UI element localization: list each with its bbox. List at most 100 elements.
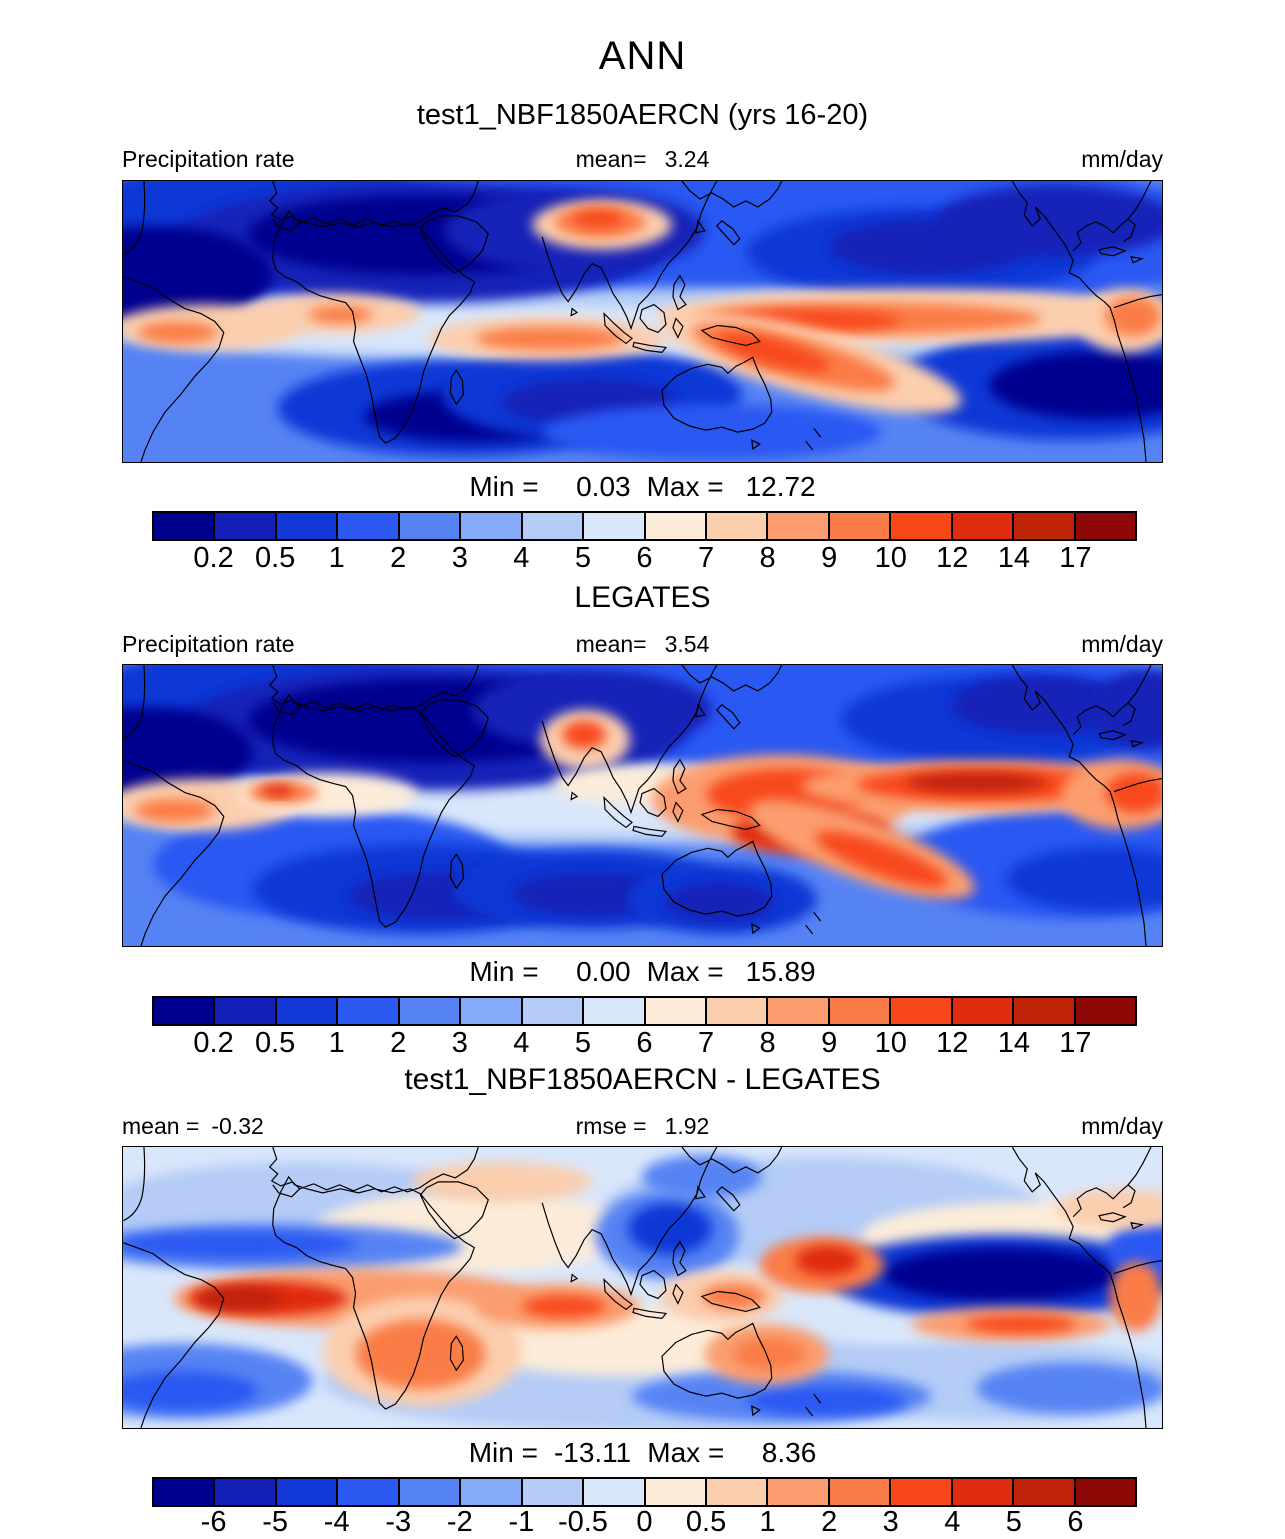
colorbar-tick: 3 xyxy=(451,1027,468,1059)
colorbar-tick: 10 xyxy=(874,542,907,574)
colorbar-cell xyxy=(397,513,460,539)
precipitation-map-difference xyxy=(123,1147,1162,1428)
colorbar-tick: 3 xyxy=(451,542,468,574)
colorbar-cell xyxy=(336,1479,398,1505)
colorbar-tick: -6 xyxy=(200,1506,227,1538)
colorbar-cell xyxy=(950,513,1013,539)
panel-3-max-value: 8.36 xyxy=(761,1437,817,1468)
colorbar-cell xyxy=(704,998,767,1024)
colorbar-cell xyxy=(766,513,828,539)
panel-2-min-value: 0.00 xyxy=(576,956,631,987)
colorbar-cell xyxy=(397,1479,460,1505)
panel-3-min-label: Min = xyxy=(468,1437,538,1468)
colorbar-tick: 2 xyxy=(390,542,407,574)
colorbar-tick: 2 xyxy=(390,1027,407,1059)
panel-2-header: Precipitation rate mean= 3.54 mm/day xyxy=(122,628,1163,658)
panel-3-mean-value: -0.32 xyxy=(211,1113,264,1139)
colorbar-cell xyxy=(213,513,275,539)
panel-2-minmax: Min = 0.00 Max = 15.89 xyxy=(122,956,1163,988)
colorbar-tick: -3 xyxy=(385,1506,412,1538)
panel-1-max-value: 12.72 xyxy=(745,471,816,502)
coastlines xyxy=(123,665,1162,946)
precipitation-map-model xyxy=(123,181,1162,462)
panel-3-map-frame xyxy=(122,1146,1163,1429)
colorbar-cell xyxy=(336,998,398,1024)
panel-2-mean-label: mean= xyxy=(575,631,647,657)
colorbar-tick: 1 xyxy=(759,1506,776,1538)
colorbar-cell xyxy=(1073,998,1135,1024)
colorbar-tick: 4 xyxy=(944,1506,961,1538)
colorbar-cell xyxy=(582,513,644,539)
colorbar-tick: 0.5 xyxy=(685,1506,727,1538)
colorbar-cell xyxy=(274,513,337,539)
colorbar-tick: -5 xyxy=(262,1506,289,1538)
colorbar-cell xyxy=(213,998,275,1024)
colorbar-tick: 14 xyxy=(997,1027,1031,1059)
panel-1-mean-label: mean= xyxy=(575,146,647,172)
colorbar-tick: 12 xyxy=(936,542,969,574)
colorbar-tick: 17 xyxy=(1059,1027,1092,1059)
colorbar-cell xyxy=(520,998,583,1024)
colorbar-cell xyxy=(704,513,767,539)
colorbar-cell xyxy=(397,998,460,1024)
panel-1-field-label: Precipitation rate xyxy=(122,146,295,172)
colorbar-cell xyxy=(1012,1479,1074,1505)
panel-3-header: mean = -0.32 rmse = 1.92 mm/day xyxy=(122,1110,1163,1140)
colorbar-cell xyxy=(154,998,214,1024)
precipitation-map-obs xyxy=(123,665,1162,946)
colorbar-tick: 0 xyxy=(636,1506,653,1538)
colorbar-cell xyxy=(889,513,951,539)
colorbar-tick: 7 xyxy=(697,1027,715,1059)
panel-1-map-frame xyxy=(122,180,1163,463)
colorbar-tick: 4 xyxy=(513,542,530,574)
colorbar-tick: 9 xyxy=(821,1027,838,1059)
colorbar-tick: 5 xyxy=(574,1027,592,1059)
colorbar-cell xyxy=(459,513,521,539)
panel-1-max-label: Max = xyxy=(646,471,724,502)
colorbar-cell xyxy=(213,1479,275,1505)
colorbar-cell xyxy=(643,998,705,1024)
colorbar-tick: 10 xyxy=(874,1027,907,1059)
colorbar-tick: 0.5 xyxy=(254,542,296,574)
colorbar-cell xyxy=(274,1479,337,1505)
colorbar-cell xyxy=(889,1479,951,1505)
colorbar-cell xyxy=(520,513,583,539)
colorbar-cell xyxy=(582,1479,644,1505)
colorbar-cell xyxy=(704,1479,767,1505)
colorbar-cell xyxy=(274,998,337,1024)
colorbar-cell xyxy=(520,1479,583,1505)
colorbar-tick: 0.5 xyxy=(254,1027,296,1059)
colorbar-tick: 4 xyxy=(513,1027,530,1059)
colorbar-tick: 3 xyxy=(882,1506,899,1538)
colorbar-tick: 1 xyxy=(328,1027,345,1059)
colorbar-cell xyxy=(950,998,1013,1024)
colorbar-cell xyxy=(1012,513,1074,539)
panel-1-colorbar xyxy=(152,511,1137,541)
panel-3-colorbar xyxy=(152,1477,1137,1507)
coastlines xyxy=(123,181,1162,462)
colorbar-tick: 17 xyxy=(1059,542,1092,574)
colorbar-cell xyxy=(766,1479,828,1505)
colorbar-cell xyxy=(1073,513,1135,539)
panel-1-colorbar-ticks: 0.2 0.5 1 2 3 4 5 6 7 8 9 10 12 14 17 xyxy=(152,542,1137,576)
colorbar-cell xyxy=(643,1479,705,1505)
colorbar-cell xyxy=(459,1479,521,1505)
panel-3-rmse-label: rmse = xyxy=(575,1113,647,1139)
panel-1-units-label: mm/day xyxy=(1081,146,1163,172)
colorbar-cell xyxy=(950,1479,1013,1505)
panel-3-units-label: mm/day xyxy=(1081,1113,1163,1139)
colorbar-cell xyxy=(154,1479,214,1505)
colorbar-tick: -0.5 xyxy=(557,1506,608,1538)
colorbar-cell xyxy=(154,513,214,539)
figure-subtitle: test1_NBF1850AERCN (yrs 16-20) xyxy=(416,99,869,131)
panel-1-header: Precipitation rate mean= 3.24 mm/day xyxy=(122,143,1163,173)
colorbar-cell xyxy=(459,998,521,1024)
colorbar-cell xyxy=(889,998,951,1024)
colorbar-cell xyxy=(1073,1479,1135,1505)
panel-3-colorbar-ticks: -6 -5 -4 -3 -2 -1 -0.5 0 0.5 1 2 3 4 5 6 xyxy=(152,1506,1137,1539)
panel-2-units-label: mm/day xyxy=(1081,631,1163,657)
colorbar-tick: 6 xyxy=(636,1027,653,1059)
coastlines xyxy=(123,1147,1162,1428)
colorbar-tick: -4 xyxy=(323,1506,350,1538)
